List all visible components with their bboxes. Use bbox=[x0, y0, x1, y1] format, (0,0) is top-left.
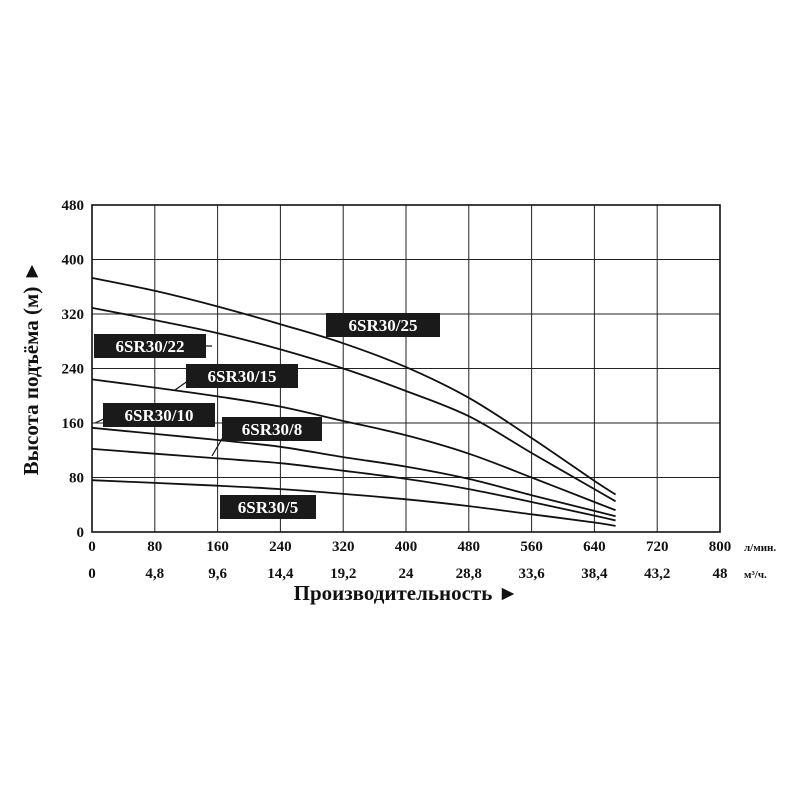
series-label-6sr30-25: 6SR30/25 bbox=[349, 316, 418, 335]
x-tick-label-primary: 640 bbox=[583, 539, 606, 555]
x-tick-label-primary: 240 bbox=[269, 539, 292, 555]
label-box-6sr30-5 bbox=[220, 495, 316, 519]
series-line-6sr30-22 bbox=[91, 307, 617, 503]
x-tick-label-secondary: 38,4 bbox=[581, 566, 608, 582]
x-tick-label-secondary: 0 bbox=[88, 566, 96, 582]
label-box-6sr30-25 bbox=[326, 313, 440, 337]
x-unit-secondary: м³/ч. bbox=[744, 569, 767, 581]
label-box-6sr30-22 bbox=[94, 334, 206, 358]
x-tick-label-secondary: 28,8 bbox=[456, 566, 482, 582]
y-tick-label: 80 bbox=[69, 471, 84, 487]
x-tick-label-secondary: 19,2 bbox=[330, 566, 356, 582]
x-unit-primary: л/мин. bbox=[744, 542, 776, 554]
series-line-6sr30-25 bbox=[91, 277, 617, 496]
x-tick-label-primary: 80 bbox=[147, 539, 162, 555]
series-line-6sr30-10 bbox=[91, 426, 616, 518]
series-line-6sr30-15 bbox=[91, 378, 616, 512]
x-tick-label-secondary: 48 bbox=[713, 566, 728, 582]
x-tick-label-secondary: 14,4 bbox=[267, 566, 294, 582]
x-tick-label-primary: 400 bbox=[395, 539, 418, 555]
y-axis-title: Высота подъёма (м) ► bbox=[19, 261, 43, 476]
x-tick-label-primary: 480 bbox=[458, 539, 481, 555]
x-tick-label-secondary: 43,2 bbox=[644, 566, 670, 582]
series-label-6sr30-15: 6SR30/15 bbox=[208, 367, 277, 386]
series-label-6sr30-10: 6SR30/10 bbox=[125, 406, 194, 425]
y-tick-label: 240 bbox=[62, 362, 85, 378]
series-labels: 6SR30/25 6SR30/22 6SR30/15 6SR30/10 6SR30/8 6… bbox=[94, 313, 440, 519]
x-tick-label-secondary: 33,6 bbox=[518, 566, 545, 582]
y-tick-label: 320 bbox=[62, 307, 85, 323]
y-tick-label: 480 bbox=[62, 198, 85, 214]
label-box-6sr30-15 bbox=[186, 364, 298, 388]
series-label-6sr30-5: 6SR30/5 bbox=[238, 498, 298, 517]
x-tick-label-secondary: 4,8 bbox=[145, 566, 164, 582]
x-tick-label-primary: 320 bbox=[332, 539, 355, 555]
x-tick-label-primary: 160 bbox=[206, 539, 229, 555]
series-label-6sr30-22: 6SR30/22 bbox=[116, 337, 185, 356]
x-tick-label-secondary: 9,6 bbox=[208, 566, 227, 582]
series-line-6sr30-5 bbox=[91, 479, 616, 527]
label-box-6sr30-10 bbox=[103, 403, 215, 427]
x-tick-label-primary: 720 bbox=[646, 539, 669, 555]
x-tick-label-primary: 0 bbox=[88, 539, 96, 555]
x-tick-label-secondary: 24 bbox=[399, 566, 415, 582]
x-axis-title: Производительность ► bbox=[294, 581, 519, 605]
y-tick-label: 160 bbox=[62, 416, 85, 432]
y-tick-label: 0 bbox=[77, 525, 85, 541]
y-tick-label: 400 bbox=[62, 253, 85, 269]
series-curves bbox=[91, 277, 617, 527]
label-box-6sr30-8 bbox=[222, 417, 322, 441]
series-line-6sr30-8 bbox=[91, 448, 616, 522]
series-label-6sr30-8: 6SR30/8 bbox=[242, 420, 302, 439]
x-tick-label-primary: 800 bbox=[709, 539, 732, 555]
x-tick-label-primary: 560 bbox=[520, 539, 543, 555]
plot-frame bbox=[91, 204, 721, 533]
tick-labels: 00804,81609,624014,432019,24002448028,85… bbox=[62, 198, 732, 582]
